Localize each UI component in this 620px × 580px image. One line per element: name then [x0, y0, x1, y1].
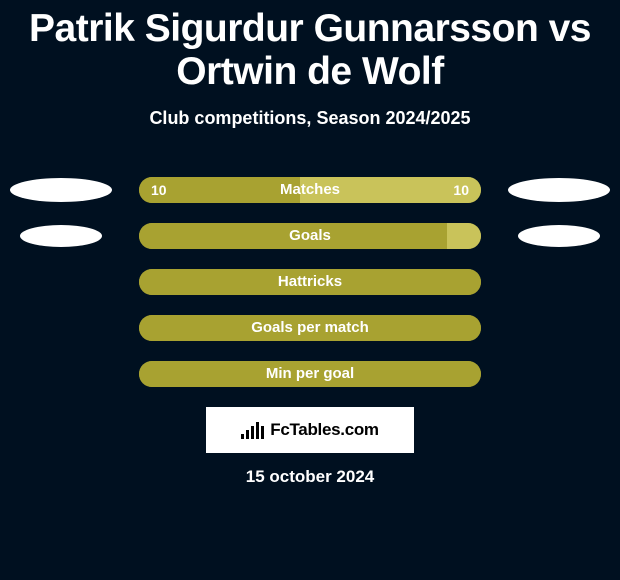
stat-row: Goals	[0, 213, 620, 259]
right-pill	[508, 178, 610, 202]
page-subtitle: Club competitions, Season 2024/2025	[0, 108, 620, 129]
left-pill	[10, 178, 112, 202]
stat-right-value: 10	[453, 177, 469, 203]
logo-bars-icon	[241, 421, 264, 439]
stat-row: Goals per match	[0, 305, 620, 351]
stat-bar: Matches10 10	[139, 177, 481, 203]
stat-label: Goals per match	[139, 315, 481, 341]
stat-bar: Min per goal	[139, 361, 481, 387]
stat-label: Hattricks	[139, 269, 481, 295]
left-pill	[20, 225, 102, 247]
stat-bar: Hattricks	[139, 269, 481, 295]
stat-label: Matches	[139, 177, 481, 203]
stat-row: Min per goal	[0, 351, 620, 397]
footer-date: 15 october 2024	[0, 467, 620, 487]
stat-bar: Goals	[139, 223, 481, 249]
footer-logo: FcTables.com	[206, 407, 414, 453]
stat-left-value: 10	[151, 177, 167, 203]
stats-container: Matches10 10 Goals Hattricks Goals per match…	[0, 167, 620, 397]
footer-brand-text: FcTables.com	[270, 420, 379, 440]
stat-label: Min per goal	[139, 361, 481, 387]
stat-label: Goals	[139, 223, 481, 249]
page-title: Patrik Sigurdur Gunnarsson vs Ortwin de …	[0, 0, 620, 94]
stat-row: Matches10 10	[0, 167, 620, 213]
stat-bar: Goals per match	[139, 315, 481, 341]
right-pill	[518, 225, 600, 247]
stat-row: Hattricks	[0, 259, 620, 305]
